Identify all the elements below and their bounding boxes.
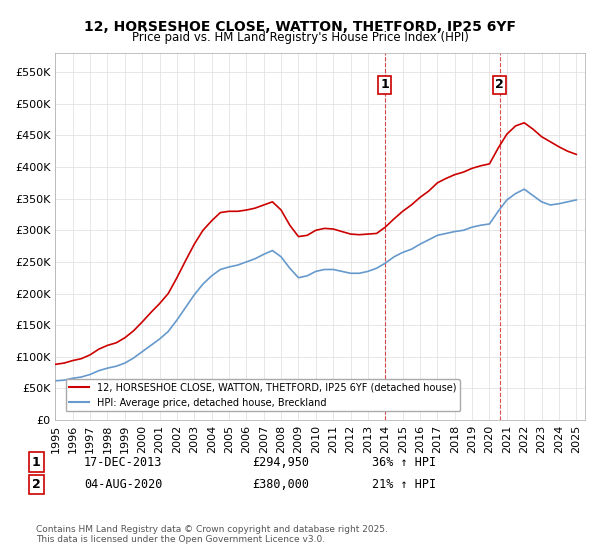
Text: 1: 1	[32, 455, 40, 469]
Text: 12, HORSESHOE CLOSE, WATTON, THETFORD, IP25 6YF: 12, HORSESHOE CLOSE, WATTON, THETFORD, I…	[84, 20, 516, 34]
Text: 2: 2	[32, 478, 40, 491]
Legend: 12, HORSESHOE CLOSE, WATTON, THETFORD, IP25 6YF (detached house), HPI: Average p: 12, HORSESHOE CLOSE, WATTON, THETFORD, I…	[65, 379, 460, 412]
Text: 04-AUG-2020: 04-AUG-2020	[84, 478, 163, 491]
Text: 21% ↑ HPI: 21% ↑ HPI	[372, 478, 436, 491]
Text: 1: 1	[380, 78, 389, 91]
Text: 36% ↑ HPI: 36% ↑ HPI	[372, 455, 436, 469]
Text: £294,950: £294,950	[252, 455, 309, 469]
Text: 2: 2	[495, 78, 504, 91]
Text: Contains HM Land Registry data © Crown copyright and database right 2025.
This d: Contains HM Land Registry data © Crown c…	[36, 525, 388, 544]
Text: £380,000: £380,000	[252, 478, 309, 491]
Text: 17-DEC-2013: 17-DEC-2013	[84, 455, 163, 469]
Text: Price paid vs. HM Land Registry's House Price Index (HPI): Price paid vs. HM Land Registry's House …	[131, 31, 469, 44]
